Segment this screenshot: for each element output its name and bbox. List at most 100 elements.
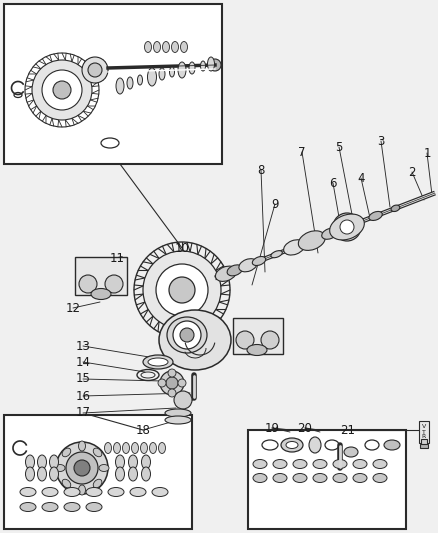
- Circle shape: [173, 321, 201, 349]
- Ellipse shape: [352, 459, 366, 469]
- Ellipse shape: [283, 240, 304, 255]
- Ellipse shape: [372, 459, 386, 469]
- Circle shape: [42, 70, 82, 110]
- Bar: [4, 415, 191, 529]
- Ellipse shape: [122, 442, 129, 454]
- Ellipse shape: [49, 455, 58, 469]
- Ellipse shape: [329, 214, 364, 240]
- Ellipse shape: [93, 448, 102, 457]
- Text: 16: 16: [75, 390, 90, 402]
- Text: 6: 6: [328, 176, 336, 190]
- Circle shape: [53, 81, 71, 99]
- Text: 15: 15: [75, 373, 90, 385]
- Ellipse shape: [352, 473, 366, 482]
- Ellipse shape: [390, 205, 399, 212]
- Ellipse shape: [165, 416, 191, 424]
- Ellipse shape: [285, 441, 297, 448]
- Ellipse shape: [78, 441, 85, 451]
- Text: 8: 8: [257, 164, 264, 176]
- Ellipse shape: [144, 42, 151, 52]
- Text: 2: 2: [407, 166, 415, 179]
- Ellipse shape: [147, 68, 156, 86]
- Circle shape: [168, 389, 176, 397]
- Ellipse shape: [62, 448, 71, 457]
- Ellipse shape: [270, 251, 282, 258]
- Ellipse shape: [200, 61, 205, 71]
- Bar: [418, 421, 428, 443]
- Ellipse shape: [128, 455, 137, 469]
- Ellipse shape: [159, 310, 230, 370]
- Circle shape: [173, 391, 191, 409]
- Bar: [247, 430, 405, 529]
- Ellipse shape: [180, 42, 187, 52]
- Ellipse shape: [25, 467, 35, 481]
- Circle shape: [74, 460, 90, 476]
- Circle shape: [56, 442, 108, 494]
- Ellipse shape: [226, 265, 242, 276]
- Circle shape: [82, 57, 108, 83]
- Ellipse shape: [128, 467, 137, 481]
- Ellipse shape: [149, 442, 156, 454]
- Circle shape: [180, 328, 194, 342]
- Text: 12: 12: [65, 302, 80, 314]
- Ellipse shape: [130, 488, 146, 497]
- Ellipse shape: [189, 62, 194, 74]
- Ellipse shape: [252, 459, 266, 469]
- Ellipse shape: [37, 455, 46, 469]
- Ellipse shape: [166, 317, 207, 353]
- Ellipse shape: [272, 473, 286, 482]
- Circle shape: [159, 371, 184, 395]
- Ellipse shape: [42, 488, 58, 497]
- Ellipse shape: [252, 256, 265, 265]
- Ellipse shape: [78, 485, 85, 495]
- Ellipse shape: [159, 68, 165, 80]
- Ellipse shape: [171, 42, 178, 52]
- FancyBboxPatch shape: [75, 257, 127, 295]
- Ellipse shape: [37, 467, 46, 481]
- Ellipse shape: [49, 467, 58, 481]
- Ellipse shape: [116, 78, 124, 94]
- Ellipse shape: [153, 42, 160, 52]
- Bar: [420, 439, 426, 445]
- Ellipse shape: [64, 488, 80, 497]
- Circle shape: [155, 264, 208, 316]
- Circle shape: [166, 377, 177, 389]
- Ellipse shape: [383, 440, 399, 450]
- Ellipse shape: [127, 77, 133, 89]
- Ellipse shape: [312, 459, 326, 469]
- Ellipse shape: [368, 212, 381, 221]
- Ellipse shape: [115, 455, 124, 469]
- Ellipse shape: [292, 473, 306, 482]
- Ellipse shape: [215, 266, 236, 281]
- Ellipse shape: [91, 288, 111, 300]
- Ellipse shape: [113, 442, 120, 454]
- Ellipse shape: [104, 442, 111, 454]
- Ellipse shape: [20, 503, 36, 512]
- Ellipse shape: [115, 467, 124, 481]
- FancyBboxPatch shape: [233, 318, 283, 354]
- Ellipse shape: [252, 473, 266, 482]
- Ellipse shape: [280, 438, 302, 452]
- Ellipse shape: [108, 488, 124, 497]
- Ellipse shape: [238, 259, 257, 272]
- Ellipse shape: [321, 228, 336, 239]
- Ellipse shape: [272, 459, 286, 469]
- Ellipse shape: [343, 447, 357, 457]
- Ellipse shape: [332, 459, 346, 469]
- Circle shape: [169, 277, 194, 303]
- Text: V: V: [421, 424, 425, 430]
- Ellipse shape: [99, 464, 109, 472]
- Ellipse shape: [131, 442, 138, 454]
- Ellipse shape: [62, 479, 71, 488]
- Text: 14: 14: [75, 356, 90, 368]
- Ellipse shape: [169, 67, 174, 77]
- Ellipse shape: [332, 473, 346, 482]
- Text: 9: 9: [271, 198, 278, 211]
- Ellipse shape: [42, 503, 58, 512]
- Ellipse shape: [162, 42, 169, 52]
- Ellipse shape: [86, 503, 102, 512]
- Text: 18: 18: [135, 424, 150, 437]
- Circle shape: [143, 251, 220, 329]
- Ellipse shape: [148, 358, 168, 366]
- Text: T: T: [421, 430, 425, 434]
